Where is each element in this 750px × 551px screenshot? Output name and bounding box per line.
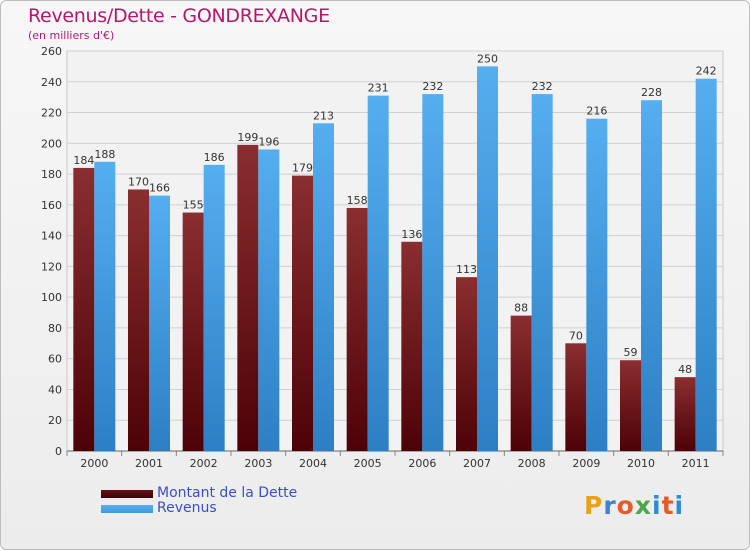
- x-tick-label: 2006: [408, 457, 436, 470]
- data-label-revenus: 188: [94, 148, 115, 161]
- y-tick-label: 0: [55, 445, 62, 458]
- data-label-dette: 48: [678, 363, 692, 376]
- data-label-dette: 155: [183, 199, 204, 212]
- chart-title: Revenus/Dette - GONDREXANGE: [28, 5, 330, 27]
- logo-letter: P: [584, 491, 604, 520]
- x-tick-label: 2002: [190, 457, 218, 470]
- x-tick-label: 2009: [572, 457, 600, 470]
- data-label-dette: 113: [456, 263, 477, 276]
- data-label-revenus: 231: [368, 82, 389, 95]
- bar-revenus: [313, 123, 334, 452]
- data-label-dette: 158: [347, 194, 368, 207]
- data-label-revenus: 216: [586, 105, 607, 118]
- data-label-dette: 184: [73, 154, 94, 167]
- logo-letter: r: [603, 491, 617, 520]
- bar-revenus: [367, 95, 389, 451]
- data-label-dette: 70: [569, 329, 583, 342]
- x-tick-label: 2003: [244, 457, 272, 470]
- bar-dette: [510, 315, 532, 451]
- y-tick-label: 240: [41, 76, 62, 89]
- bar-dette: [292, 175, 313, 451]
- x-tick-label: 2005: [354, 457, 382, 470]
- y-tick-label: 40: [48, 383, 62, 396]
- legend-label-dette: Montant de la Dette: [157, 485, 298, 501]
- y-tick-label: 60: [48, 353, 62, 366]
- y-tick-label: 100: [41, 291, 62, 304]
- y-tick-label: 160: [41, 199, 62, 212]
- x-tick-label: 2010: [627, 457, 655, 470]
- data-label-dette: 199: [237, 131, 258, 144]
- bar-dette: [237, 144, 259, 451]
- bar-revenus: [94, 161, 116, 451]
- bar-revenus: [203, 164, 225, 451]
- y-tick-label: 140: [41, 230, 62, 243]
- bar-dette: [346, 207, 368, 451]
- bar-revenus: [258, 149, 280, 451]
- x-tick-label: 2007: [463, 457, 491, 470]
- x-tick-label: 2001: [135, 457, 163, 470]
- x-tick-label: 2008: [518, 457, 546, 470]
- data-label-revenus: 250: [477, 52, 498, 65]
- bar-revenus: [695, 78, 717, 451]
- x-tick-label: 2004: [299, 457, 327, 470]
- bar-dette: [182, 212, 204, 451]
- y-tick-label: 220: [41, 107, 62, 120]
- bar-revenus: [477, 66, 498, 451]
- data-label-revenus: 232: [422, 80, 443, 93]
- y-tick-label: 180: [41, 168, 62, 181]
- logo-letter: o: [616, 491, 635, 520]
- bar-dette: [73, 167, 95, 451]
- bar-dette: [456, 277, 477, 451]
- bar-dette: [674, 377, 696, 451]
- data-label-revenus: 186: [204, 151, 225, 164]
- logo-letter: x: [634, 491, 652, 520]
- data-label-dette: 170: [128, 175, 149, 188]
- data-label-revenus: 232: [532, 80, 553, 93]
- bar-dette: [128, 189, 149, 451]
- logo-letter: t: [661, 491, 675, 520]
- y-tick-label: 260: [41, 45, 62, 58]
- bar-revenus: [586, 118, 608, 451]
- legend-swatch-revenus: [101, 505, 153, 513]
- data-label-revenus: 196: [258, 135, 279, 148]
- logo-letter: i: [652, 491, 662, 520]
- data-label-dette: 136: [401, 228, 422, 241]
- bar-dette: [620, 360, 641, 451]
- bar-revenus: [422, 94, 444, 452]
- proxiti-logo: Proxiti: [584, 491, 684, 520]
- data-label-revenus: 242: [696, 65, 717, 78]
- y-tick-label: 120: [41, 260, 62, 273]
- bar-dette: [401, 241, 423, 451]
- data-label-dette: 59: [624, 346, 638, 359]
- chart-subtitle: (en milliers d'€): [28, 29, 115, 42]
- plot-area: [66, 50, 724, 452]
- logo-letter: i: [674, 491, 685, 520]
- data-label-revenus: 228: [641, 86, 662, 99]
- y-tick-label: 200: [41, 137, 62, 150]
- legend-swatch-dette: [101, 490, 153, 498]
- data-label-dette: 179: [292, 162, 313, 175]
- bar-revenus: [531, 94, 553, 452]
- data-label-revenus: 213: [313, 109, 334, 122]
- legend-label-revenus: Revenus: [157, 500, 217, 516]
- x-tick-label: 2011: [682, 457, 710, 470]
- y-tick-label: 80: [48, 322, 62, 335]
- bar-revenus: [641, 100, 662, 451]
- x-tick-label: 2000: [80, 457, 108, 470]
- bar-dette: [565, 343, 587, 451]
- data-label-dette: 88: [514, 302, 528, 315]
- bar-revenus: [149, 195, 170, 451]
- data-label-revenus: 166: [149, 182, 170, 195]
- y-tick-label: 20: [48, 414, 62, 427]
